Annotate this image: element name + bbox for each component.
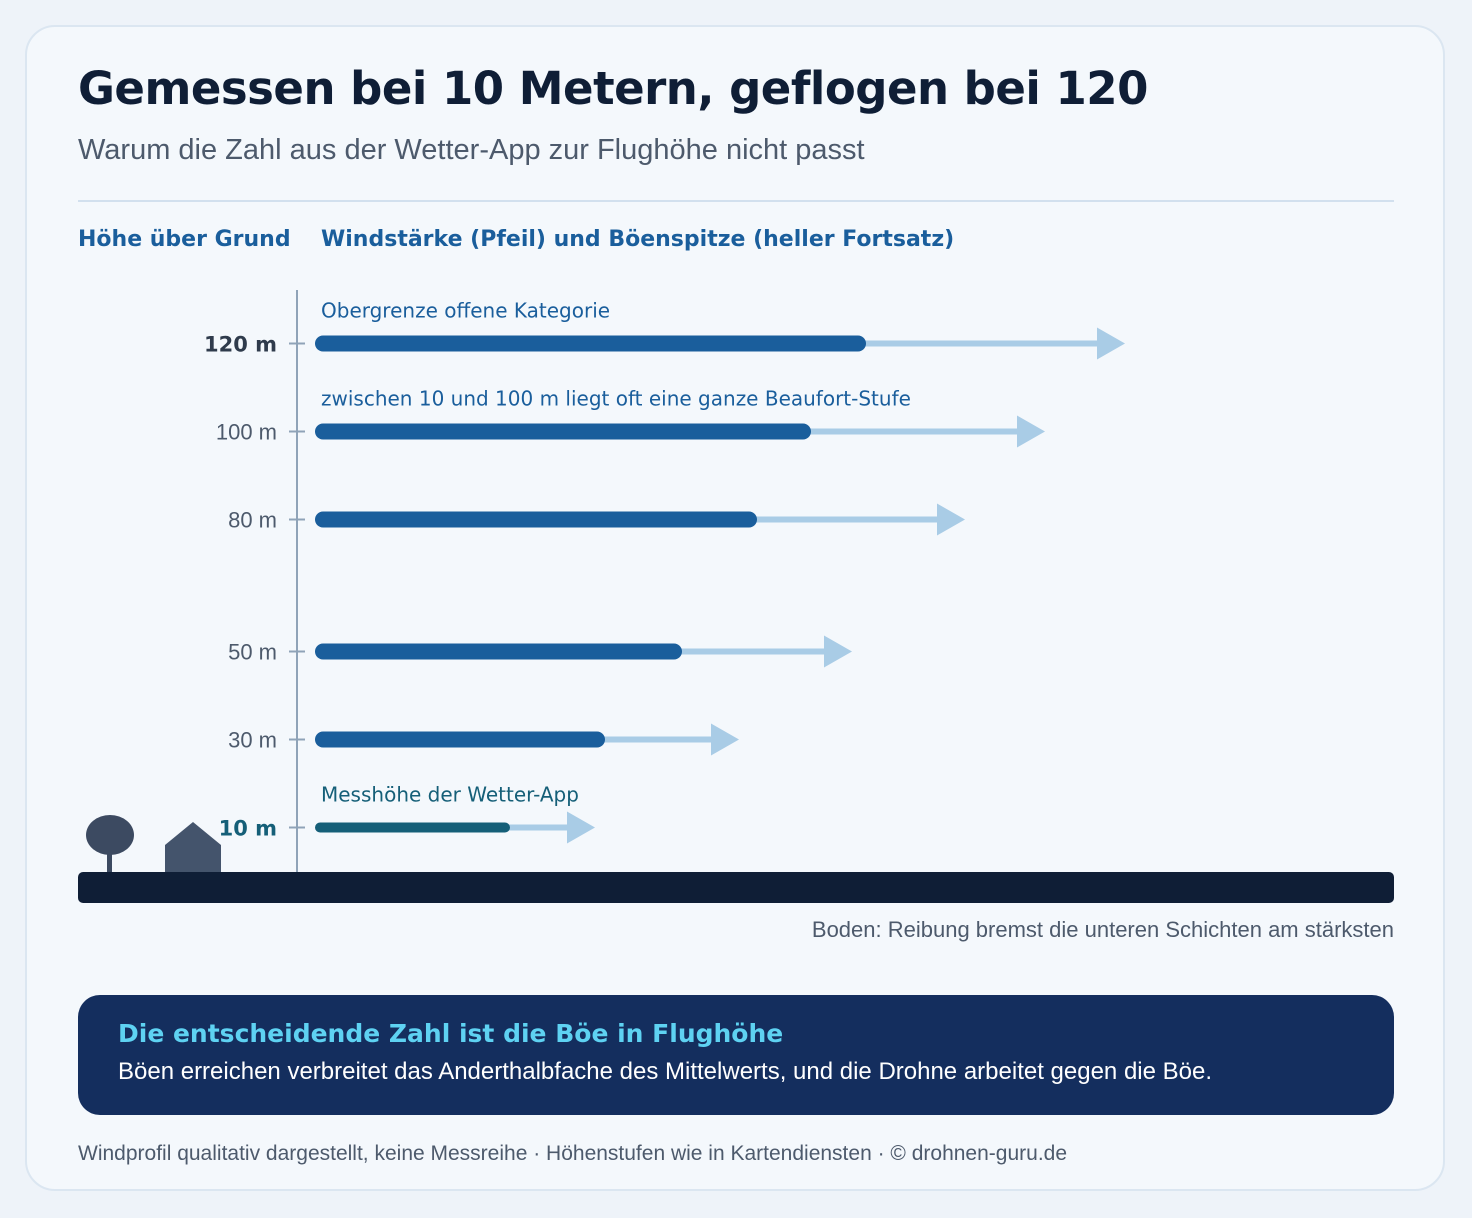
tick-label-30m: 30 m <box>228 728 277 753</box>
annotations-layer: Obergrenze offene Kategorie zwischen 10 u… <box>321 299 911 807</box>
bars-layer <box>315 327 1125 844</box>
gust-arrowhead-50m <box>824 635 852 668</box>
tick-label-80m: 80 m <box>228 508 277 533</box>
house-icon <box>165 822 221 872</box>
gust-arrowhead-80m <box>937 503 965 536</box>
tick-label-10m: 10 m <box>219 817 277 841</box>
annotation-120m: Obergrenze offene Kategorie <box>321 299 610 323</box>
annotation-100m: zwischen 10 und 100 m liegt oft eine gan… <box>321 387 911 411</box>
gust-arrowhead-100m <box>1017 415 1045 448</box>
ticks-layer: 10 m 30 m 50 m 80 m 100 m 120 m <box>204 333 305 841</box>
column-header-wind: Windstärke (Pfeil) und Böenspitze (helle… <box>321 227 955 252</box>
page-title: Gemessen bei 10 Metern, geflogen bei 120 <box>78 62 1148 115</box>
footer-note: Windprofil qualitativ dargestellt, keine… <box>78 1142 1068 1165</box>
key-takeaway-box: Die entscheidende Zahl ist die Böe in Fl… <box>78 995 1394 1115</box>
gust-arrowhead-30m <box>711 723 739 756</box>
divider <box>78 200 1394 202</box>
callout-title: Die entscheidende Zahl ist die Böe in Fl… <box>118 1019 784 1048</box>
tick-label-100m: 100 m <box>216 420 277 445</box>
tree-icon <box>86 815 134 872</box>
gust-arrowhead-10m <box>567 811 595 844</box>
tick-label-120m: 120 m <box>204 333 277 357</box>
page-subtitle: Warum die Zahl aus der Wetter-App zur Fl… <box>78 134 865 166</box>
column-header-height: Höhe über Grund <box>78 227 291 252</box>
tick-label-50m: 50 m <box>228 640 277 665</box>
callout-body: Böen erreichen verbreitet das Anderthalb… <box>118 1058 1213 1085</box>
gust-arrowhead-120m <box>1097 327 1125 360</box>
ground-bar <box>78 872 1394 903</box>
annotation-10m: Messhöhe der Wetter-App <box>321 783 579 807</box>
ground-note: Boden: Reibung bremst die unteren Schich… <box>811 917 1394 942</box>
